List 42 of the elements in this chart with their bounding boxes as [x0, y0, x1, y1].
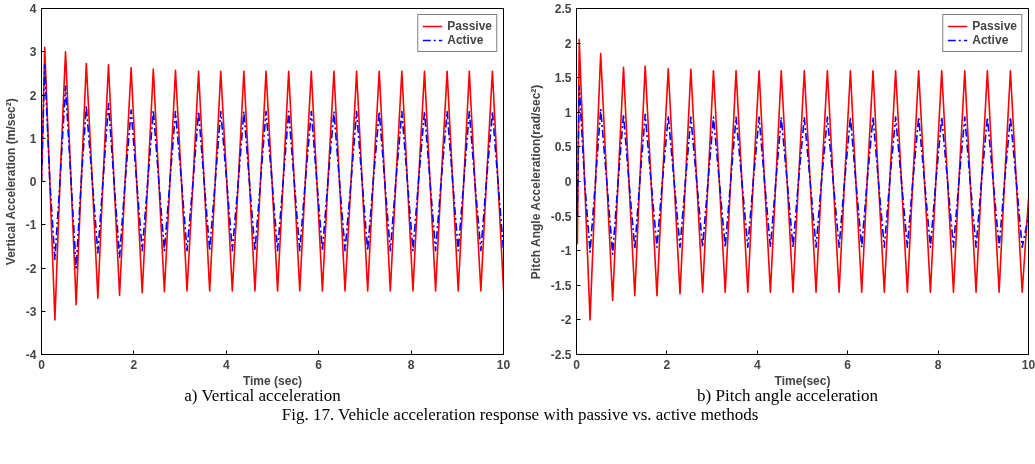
x-tick-label: 4	[753, 357, 761, 372]
legend-label: Active	[972, 33, 1009, 47]
x-tick-label: 6	[844, 357, 852, 372]
line-series	[576, 85, 1029, 255]
x-tick-label: 8	[934, 357, 942, 372]
x-tick-label: 10	[496, 357, 511, 372]
y-tick-label: 1.5	[554, 71, 572, 86]
x-tick-label: 8	[407, 357, 415, 372]
y-tick-label: -1	[560, 244, 572, 259]
line-series	[41, 46, 504, 321]
y-tick-label: -1.5	[550, 278, 572, 293]
x-axis-title: Time (sec)	[242, 373, 303, 388]
y-tick-label: -4	[25, 348, 37, 362]
x-tick-label: 10	[1021, 357, 1035, 372]
caption: Fig. 17. Vehicle acceleration response with passive vs. active methods	[281, 405, 759, 427]
y-tick-label: 0	[29, 175, 37, 189]
x-tick-label: 2	[663, 357, 671, 372]
y-tick-label: 1	[29, 131, 37, 146]
y-tick-label: -2	[25, 261, 37, 276]
y-tick-label: -2.5	[550, 348, 572, 362]
y-tick-label: -3	[25, 304, 37, 319]
y-tick-label: -0.5	[550, 209, 572, 224]
legend-label: Passive	[972, 19, 1017, 33]
x-tick-label: 6	[315, 357, 323, 372]
y-axis-title: Vertical Acceleration (m/sec²)	[3, 98, 18, 266]
y-tick-label: 1	[564, 105, 572, 120]
y-tick-label: 2	[29, 88, 37, 103]
y-tick-label: 0.5	[554, 140, 572, 155]
y-tick-label: 0	[564, 175, 572, 189]
x-tick-label: 2	[130, 357, 138, 372]
y-tick-label: -2	[560, 313, 572, 328]
y-tick-label: 2	[564, 36, 572, 51]
legend-label: Active	[447, 33, 484, 47]
y-tick-label: -1	[25, 218, 37, 233]
y-tick-label: 2.5	[554, 2, 572, 16]
x-axis-title: Time(sec)	[774, 373, 831, 388]
y-tick-label: 3	[29, 45, 37, 60]
y-tick-label: 4	[29, 2, 37, 16]
x-tick-label: 4	[222, 357, 230, 372]
y-axis-title: Pitch Angle Acceleration(rad/sec²)	[528, 84, 543, 280]
line-series	[41, 63, 504, 269]
legend-label: Passive	[447, 19, 492, 33]
